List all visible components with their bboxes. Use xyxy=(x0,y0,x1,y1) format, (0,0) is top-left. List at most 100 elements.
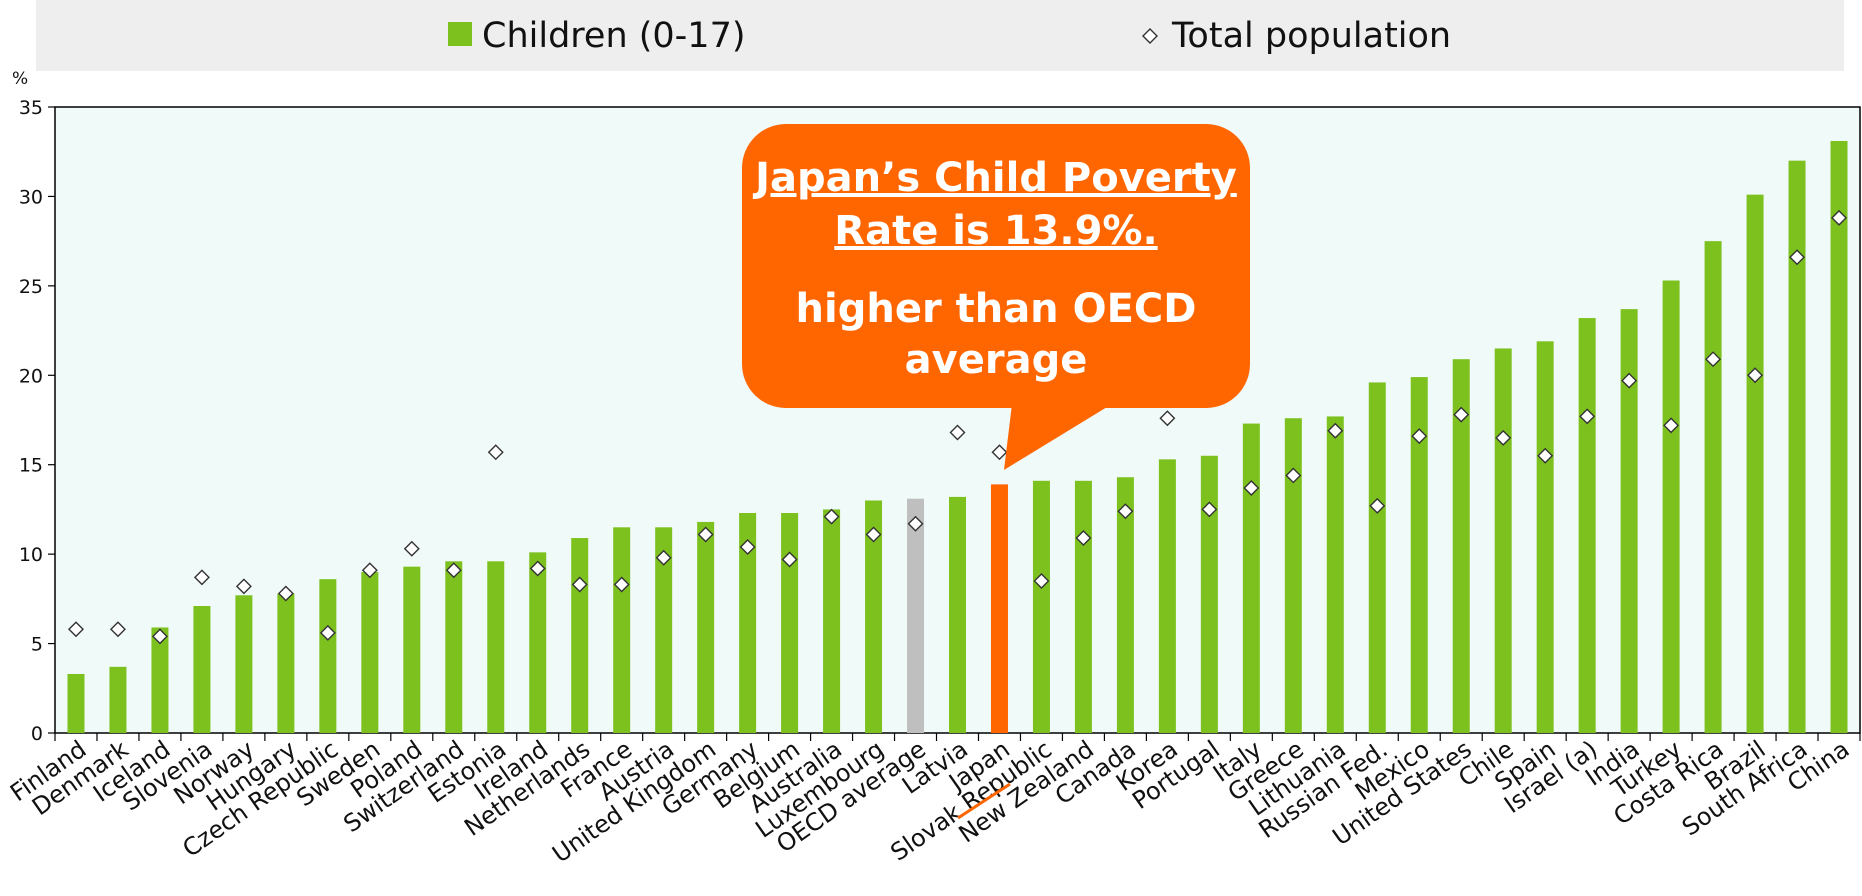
marker-slovak-republic xyxy=(1033,572,1050,589)
marker-portugal xyxy=(1201,501,1218,518)
legend-total-diamond-icon xyxy=(1142,28,1158,44)
marker-chile xyxy=(1495,429,1512,446)
marker-switzerland xyxy=(445,562,462,579)
bar-ireland xyxy=(529,552,547,733)
bar-austria xyxy=(655,527,673,733)
bar-canada xyxy=(1116,477,1134,733)
legend: Children (0-17) Total population xyxy=(448,16,1451,56)
bar-israel-a xyxy=(1578,318,1596,733)
bar-switzerland xyxy=(445,561,463,733)
total-population-markers xyxy=(67,209,1847,645)
marker-latvia xyxy=(949,424,966,441)
marker-japan xyxy=(991,444,1008,461)
bar-estonia xyxy=(487,561,505,733)
bar-denmark xyxy=(109,666,127,733)
marker-spain xyxy=(1537,447,1554,464)
legend-total-label: Total population xyxy=(1171,16,1451,56)
bar-turkey xyxy=(1662,280,1680,733)
bar-china xyxy=(1830,140,1848,734)
y-axis: 0 5 10 15 20 25 30 35 xyxy=(19,97,55,745)
bar-italy xyxy=(1242,423,1260,733)
y-tick-label: 25 xyxy=(19,276,43,298)
marker-brazil xyxy=(1747,367,1764,384)
bar-norway xyxy=(235,595,253,733)
bar-portugal xyxy=(1200,455,1218,733)
bar-hungary xyxy=(277,593,295,733)
marker-israel-a xyxy=(1579,408,1596,425)
marker-united-states xyxy=(1453,406,1470,423)
marker-czech-republic xyxy=(319,624,336,641)
marker-south-africa xyxy=(1789,249,1806,266)
bar-germany xyxy=(739,513,757,733)
bar-belgium xyxy=(781,513,799,733)
y-tick-label: 15 xyxy=(19,455,43,477)
bar-greece xyxy=(1284,418,1302,733)
marker-canada xyxy=(1117,503,1134,520)
y-tick-label: 30 xyxy=(19,186,43,208)
legend-children-swatch xyxy=(448,22,472,46)
marker-belgium xyxy=(781,551,798,568)
japan-label-underline xyxy=(957,782,1011,820)
bar-south-africa xyxy=(1788,160,1806,733)
marker-france xyxy=(613,576,630,593)
marker-ireland xyxy=(529,560,546,577)
bar-united-states xyxy=(1452,359,1470,733)
bar-luxembourg xyxy=(865,500,883,733)
marker-germany xyxy=(739,538,756,555)
y-tick-label: 20 xyxy=(19,365,43,387)
bar-czech-republic xyxy=(319,579,337,733)
callout-headline-line2: Rate is 13.9%. xyxy=(834,208,1157,254)
y-tick-label: 0 xyxy=(31,723,43,745)
bar-slovenia xyxy=(193,606,211,733)
bar-netherlands xyxy=(571,538,589,733)
marker-china xyxy=(1831,209,1847,226)
bar-spain xyxy=(1536,341,1554,733)
bar-korea xyxy=(1158,459,1176,733)
marker-estonia xyxy=(487,444,504,461)
marker-korea xyxy=(1159,410,1176,427)
bar-brazil xyxy=(1746,194,1764,733)
marker-netherlands xyxy=(571,576,588,593)
marker-luxembourg xyxy=(865,526,882,543)
marker-hungary xyxy=(277,585,294,602)
marker-poland xyxy=(403,540,420,557)
marker-finland xyxy=(67,621,84,638)
marker-india xyxy=(1621,372,1638,389)
bar-latvia xyxy=(949,496,966,733)
marker-slovenia xyxy=(193,569,210,586)
bar-costa-rica xyxy=(1704,241,1722,733)
callout-body-line2: average xyxy=(905,337,1088,383)
x-axis xyxy=(54,733,1861,741)
bar-russian-fed xyxy=(1368,382,1386,733)
marker-australia xyxy=(823,508,840,525)
marker-iceland xyxy=(151,628,168,645)
marker-sweden xyxy=(361,562,378,579)
bar-chile xyxy=(1494,348,1512,733)
bar-iceland xyxy=(151,627,169,733)
callout-bubble xyxy=(742,124,1250,408)
bar-united-kingdom xyxy=(697,521,715,733)
legend-panel xyxy=(36,0,1844,71)
bar-new-zealand xyxy=(1074,480,1092,733)
marker-oecd-average xyxy=(907,515,924,532)
category-labels: FinlandDenmarkIcelandSloveniaNorwayHunga… xyxy=(5,735,1854,868)
bar-lithuania xyxy=(1326,416,1344,733)
children-series-bars xyxy=(67,140,1848,734)
bar-australia xyxy=(823,509,841,733)
bar-japan xyxy=(990,484,1008,733)
japan-callout: Japan’s Child Poverty Rate is 13.9%. hig… xyxy=(742,124,1250,470)
marker-turkey xyxy=(1663,417,1680,434)
marker-italy xyxy=(1243,479,1260,496)
marker-costa-rica xyxy=(1705,351,1722,368)
bar-poland xyxy=(403,566,421,733)
callout-pointer xyxy=(1004,404,1112,470)
bar-oecd-average xyxy=(907,498,925,733)
marker-new-zealand xyxy=(1075,530,1092,547)
marker-greece xyxy=(1285,467,1302,484)
y-tick-label: 10 xyxy=(19,544,43,566)
bar-france xyxy=(613,527,631,733)
marker-norway xyxy=(235,578,252,595)
y-axis-unit-label: % xyxy=(12,69,28,89)
legend-children-label: Children (0-17) xyxy=(482,16,746,56)
